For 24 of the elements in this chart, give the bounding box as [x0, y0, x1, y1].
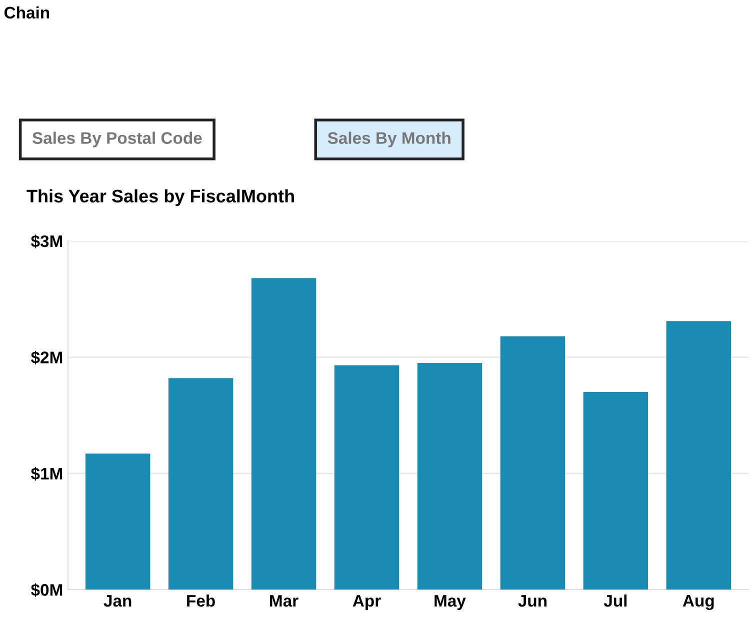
bar	[85, 454, 150, 590]
bar	[417, 362, 482, 590]
x-tick-label: Jul	[604, 594, 627, 607]
x-tick-label: Aug	[682, 595, 714, 610]
bar	[500, 336, 566, 590]
x-tick-label: Feb	[187, 594, 215, 607]
bar	[334, 365, 400, 590]
bar	[251, 278, 316, 590]
y-tick-label: $3M	[30, 234, 62, 248]
bar	[583, 392, 648, 590]
text: Sales By Month	[328, 132, 450, 148]
x-tick-label: Mar	[270, 595, 298, 607]
x-tick-label: Apr	[352, 595, 381, 610]
y-tick-label: $1M	[30, 467, 62, 481]
x-tick-label: May	[434, 595, 466, 610]
y-tick-label: $2M	[30, 350, 62, 364]
text: Chain	[4, 6, 50, 19]
x-tick-label: Jun	[518, 595, 546, 607]
text: Sales By Postal Code	[32, 132, 202, 148]
y-tick-label: $0M	[30, 583, 62, 597]
bar	[666, 321, 732, 590]
x-tick-label: Jan	[104, 595, 132, 607]
bar	[168, 378, 234, 590]
chart-title: This Year Sales by FiscalMonth	[26, 189, 294, 206]
